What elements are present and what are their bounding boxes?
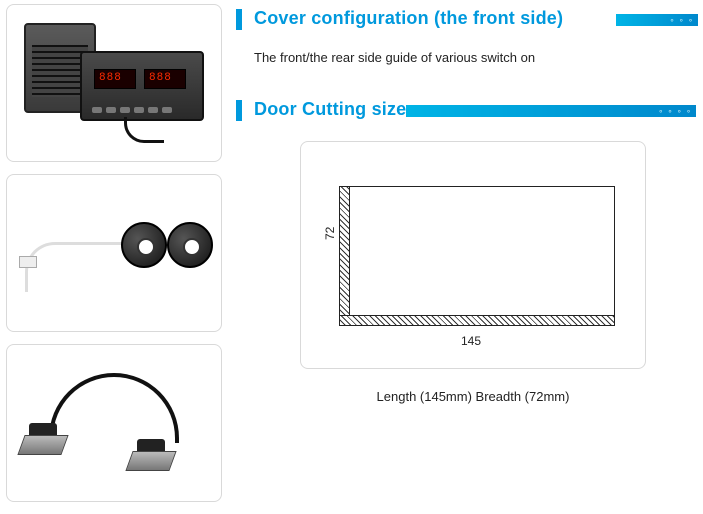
product-image-column	[6, 4, 222, 514]
header-accent-bar	[236, 9, 242, 30]
header-tail-graphic: ∘ ∘ ∘	[616, 14, 698, 26]
product-card-serial-cable	[6, 344, 222, 502]
seven-seg-display-1	[94, 69, 136, 89]
section-title: Door Cutting size	[254, 99, 406, 120]
content-column: Cover configuration (the front side) ∘ ∘…	[236, 8, 698, 404]
product-card-ct	[6, 174, 222, 332]
controller-front-panel	[80, 51, 204, 121]
dsub-connector-2	[129, 451, 179, 481]
cutting-diagram: 72 145	[300, 141, 646, 369]
controller-cable	[124, 117, 164, 143]
cover-description: The front/the rear side guide of various…	[254, 50, 698, 65]
header-tail-graphic: ∘ ∘ ∘ ∘	[406, 105, 696, 117]
controller-buttons	[92, 107, 172, 113]
section-title: Cover configuration (the front side)	[254, 8, 563, 29]
toroid-1	[121, 222, 167, 268]
product-card-controller	[6, 4, 222, 162]
ct-cable	[25, 242, 135, 292]
toroid-2	[167, 222, 213, 268]
cable-loop	[49, 373, 179, 443]
cut-rectangle	[349, 186, 615, 316]
section-header-cutting: Door Cutting size ∘ ∘ ∘ ∘	[236, 99, 698, 125]
seven-seg-display-2	[144, 69, 186, 89]
cutting-caption: Length (145mm) Breadth (72mm)	[300, 389, 646, 404]
serial-cable-illustration	[19, 363, 209, 483]
dimension-length: 145	[461, 334, 481, 348]
controller-illustration	[24, 23, 204, 143]
header-accent-bar	[236, 100, 242, 121]
ct-illustration	[19, 198, 209, 308]
hatch-bottom	[339, 316, 615, 326]
hatch-left	[339, 186, 349, 316]
dimension-breadth: 72	[323, 227, 337, 240]
dsub-connector-1	[21, 435, 71, 465]
ct-connector	[19, 256, 37, 268]
section-header-cover: Cover configuration (the front side) ∘ ∘…	[236, 8, 698, 34]
